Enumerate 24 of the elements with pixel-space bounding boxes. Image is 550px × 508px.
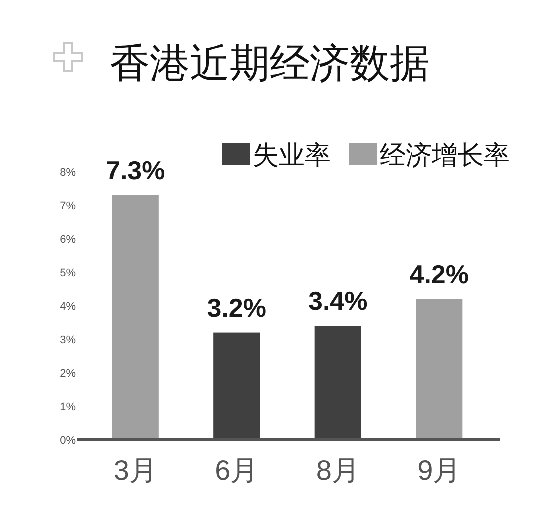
x-tick-label: 8月 [316, 455, 360, 486]
x-tick-label: 9月 [418, 455, 462, 486]
legend-label: 失业率 [253, 141, 331, 171]
chart-title: 香港近期经济数据 [110, 41, 430, 87]
x-tick-label: 6月 [215, 455, 259, 486]
data-label: 4.2% [410, 259, 470, 290]
y-tick-label: 0% [60, 435, 76, 447]
y-tick-label: 7% [60, 200, 76, 212]
y-tick-label: 2% [60, 368, 76, 380]
y-tick-label: 6% [60, 234, 76, 246]
y-tick-label: 1% [60, 402, 76, 414]
data-label: 3.4% [308, 286, 368, 316]
y-tick-label: 5% [60, 268, 76, 280]
y-tick-label: 3% [60, 334, 76, 346]
bar [112, 195, 159, 440]
bar [314, 326, 362, 440]
legend-label: 经济增长率 [380, 141, 510, 171]
y-tick-label: 8% [60, 167, 76, 179]
bar [416, 299, 463, 440]
data-label: 7.3% [106, 155, 166, 186]
data-label: 3.2% [207, 292, 267, 323]
bar [214, 332, 260, 440]
y-tick-label: 4% [60, 301, 76, 313]
x-tick-label: 3月 [114, 455, 158, 486]
